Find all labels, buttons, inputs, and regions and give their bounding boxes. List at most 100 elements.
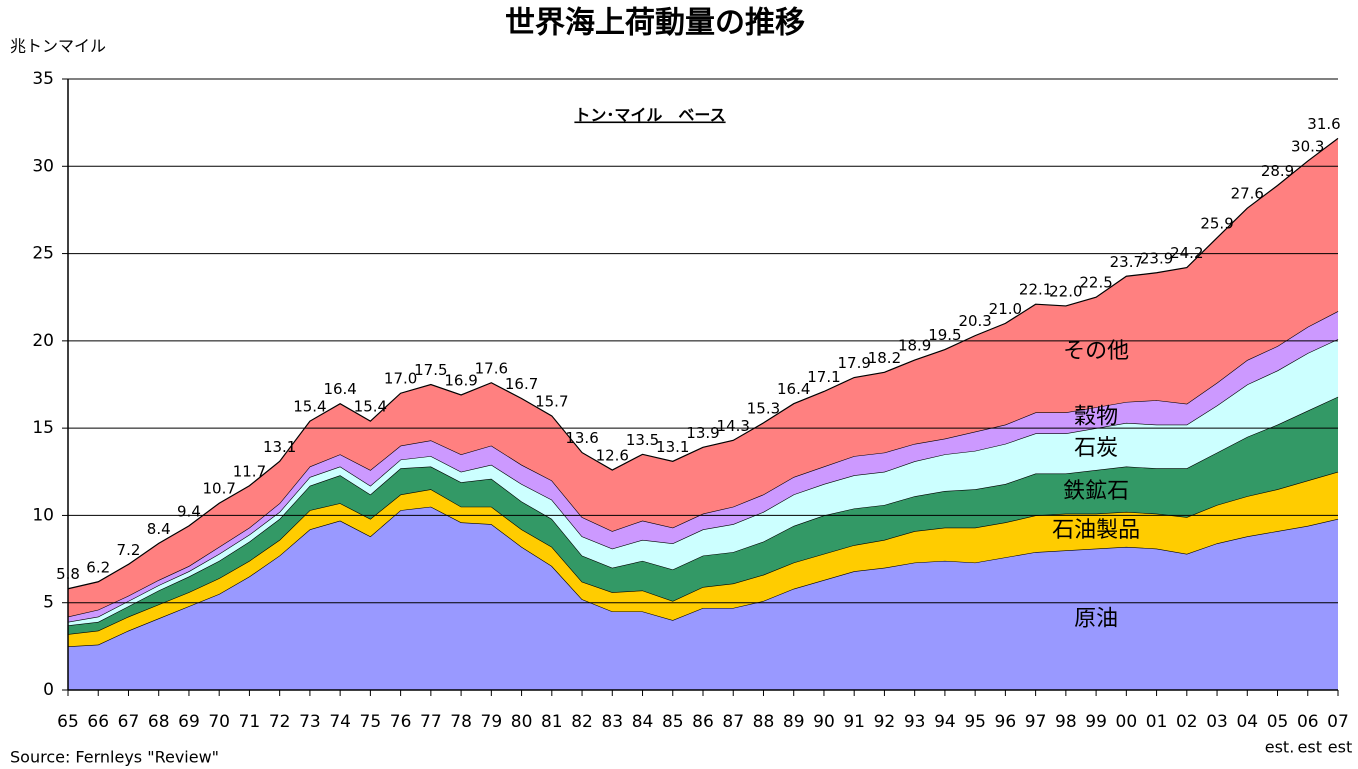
x-tick-label: 80: [511, 712, 533, 732]
y-tick-label: 30: [32, 156, 54, 176]
total-label: 20.3: [958, 312, 991, 330]
total-label: 16.4: [777, 380, 810, 398]
area-label: その他: [1063, 339, 1129, 364]
x-tick-label: 81: [541, 712, 563, 732]
area-edge: [67, 137, 1339, 590]
total-label: 16.4: [323, 380, 356, 398]
x-tick-label: 98: [1055, 712, 1077, 732]
x-tick-label: 95: [964, 712, 986, 732]
total-label: 17.0: [384, 370, 417, 388]
total-label: 15.4: [354, 398, 387, 416]
x-sublabel: est: [1328, 738, 1352, 757]
y-tick-label: 5: [43, 593, 54, 613]
total-label: 12.6: [596, 447, 629, 465]
x-tick-label: 68: [148, 712, 170, 732]
total-label: 18.9: [898, 337, 931, 355]
total-label: 22.5: [1079, 274, 1112, 292]
chart-title: 世界海上荷動量の推移: [505, 6, 805, 41]
total-label: 10.7: [202, 480, 235, 498]
x-tick-label: 86: [692, 712, 714, 732]
total-label: 15.4: [293, 398, 326, 416]
total-label: 19.5: [928, 326, 961, 344]
x-tick-label: 65: [57, 712, 79, 732]
y-tick-label: 20: [32, 331, 54, 351]
total-label: 17.9: [837, 354, 870, 372]
x-tick-label: 67: [118, 712, 140, 732]
x-tick-label: 79: [481, 712, 503, 732]
x-tick-label: 74: [329, 712, 351, 732]
x-tick-label: 70: [208, 712, 230, 732]
area-label: 穀物: [1074, 405, 1118, 430]
area: [68, 138, 1338, 617]
x-tick-label: 05: [1267, 712, 1289, 732]
x-tick-label: 84: [632, 712, 654, 732]
y-tick-label: 10: [32, 505, 54, 525]
x-tick-label: 93: [904, 712, 926, 732]
total-label: 13.9: [686, 424, 719, 442]
x-tick-label: 85: [662, 712, 684, 732]
total-label: 22.1: [1019, 281, 1052, 299]
total-label: 5.8: [56, 565, 80, 583]
area-label: 石油製品: [1052, 518, 1140, 543]
total-label: 16.9: [444, 371, 477, 389]
area-label: 石炭: [1074, 436, 1118, 461]
x-tick-label: 71: [239, 712, 261, 732]
x-tick-label: 04: [1236, 712, 1258, 732]
total-label: 14.3: [717, 417, 750, 435]
total-label: 31.6: [1307, 115, 1340, 133]
total-label: 8.4: [147, 520, 171, 538]
total-label: 23.9: [1140, 249, 1173, 267]
total-label: 13.6: [565, 429, 598, 447]
x-tick-label: 01: [1146, 712, 1168, 732]
x-tick-label: 83: [601, 712, 623, 732]
total-label: 18.2: [868, 349, 901, 367]
total-label: 13.5: [626, 431, 659, 449]
total-label: 15.7: [535, 392, 568, 410]
x-tick-label: 88: [753, 712, 775, 732]
x-tick-label: 82: [571, 712, 593, 732]
total-label: 11.7: [233, 462, 266, 480]
x-tick-label: 07: [1327, 712, 1349, 732]
x-tick-label: 87: [722, 712, 744, 732]
total-label: 21.0: [989, 300, 1022, 318]
y-tick-label: 15: [32, 418, 54, 438]
x-tick-label: 72: [269, 712, 291, 732]
x-tick-label: 75: [360, 712, 382, 732]
total-label: 24.2: [1170, 244, 1203, 262]
area: [68, 396, 1338, 635]
x-tick-label: 96: [995, 712, 1017, 732]
y-axis-label: 兆トンマイル: [10, 37, 106, 56]
x-tick-label: 00: [1116, 712, 1138, 732]
x-tick-label: 99: [1085, 712, 1107, 732]
total-label: 13.1: [656, 438, 689, 456]
x-tick-label: 02: [1176, 712, 1198, 732]
total-label: 9.4: [177, 502, 201, 520]
y-tick-label: 0: [43, 680, 54, 700]
subtitle: トン･マイル ベース: [574, 106, 725, 125]
total-label: 17.5: [414, 361, 447, 379]
total-label: 17.1: [807, 368, 840, 386]
total-label: 6.2: [86, 558, 110, 576]
total-label: 13.1: [263, 438, 296, 456]
x-tick-label: 97: [1025, 712, 1047, 732]
total-label: 15.3: [747, 399, 780, 417]
x-tick-label: 76: [390, 712, 412, 732]
total-label: 17.6: [475, 359, 508, 377]
x-tick-label: 06: [1297, 712, 1319, 732]
source: Source: Fernleys "Review": [10, 748, 219, 767]
total-label: 23.7: [1110, 253, 1143, 271]
x-tick-label: 90: [813, 712, 835, 732]
x-tick-label: 92: [874, 712, 896, 732]
x-sublabel: est.: [1265, 738, 1295, 757]
x-tick-label: 66: [87, 712, 109, 732]
x-tick-label: 69: [178, 712, 200, 732]
total-label: 30.3: [1291, 138, 1324, 156]
total-label: 16.7: [505, 375, 538, 393]
x-tick-label: 78: [450, 712, 472, 732]
plot: [67, 137, 1339, 690]
area-label: 鉄鉱石: [1063, 479, 1129, 504]
x-tick-label: 73: [299, 712, 321, 732]
y-tick-label: 35: [32, 69, 54, 89]
area-label: 原油: [1074, 606, 1118, 631]
